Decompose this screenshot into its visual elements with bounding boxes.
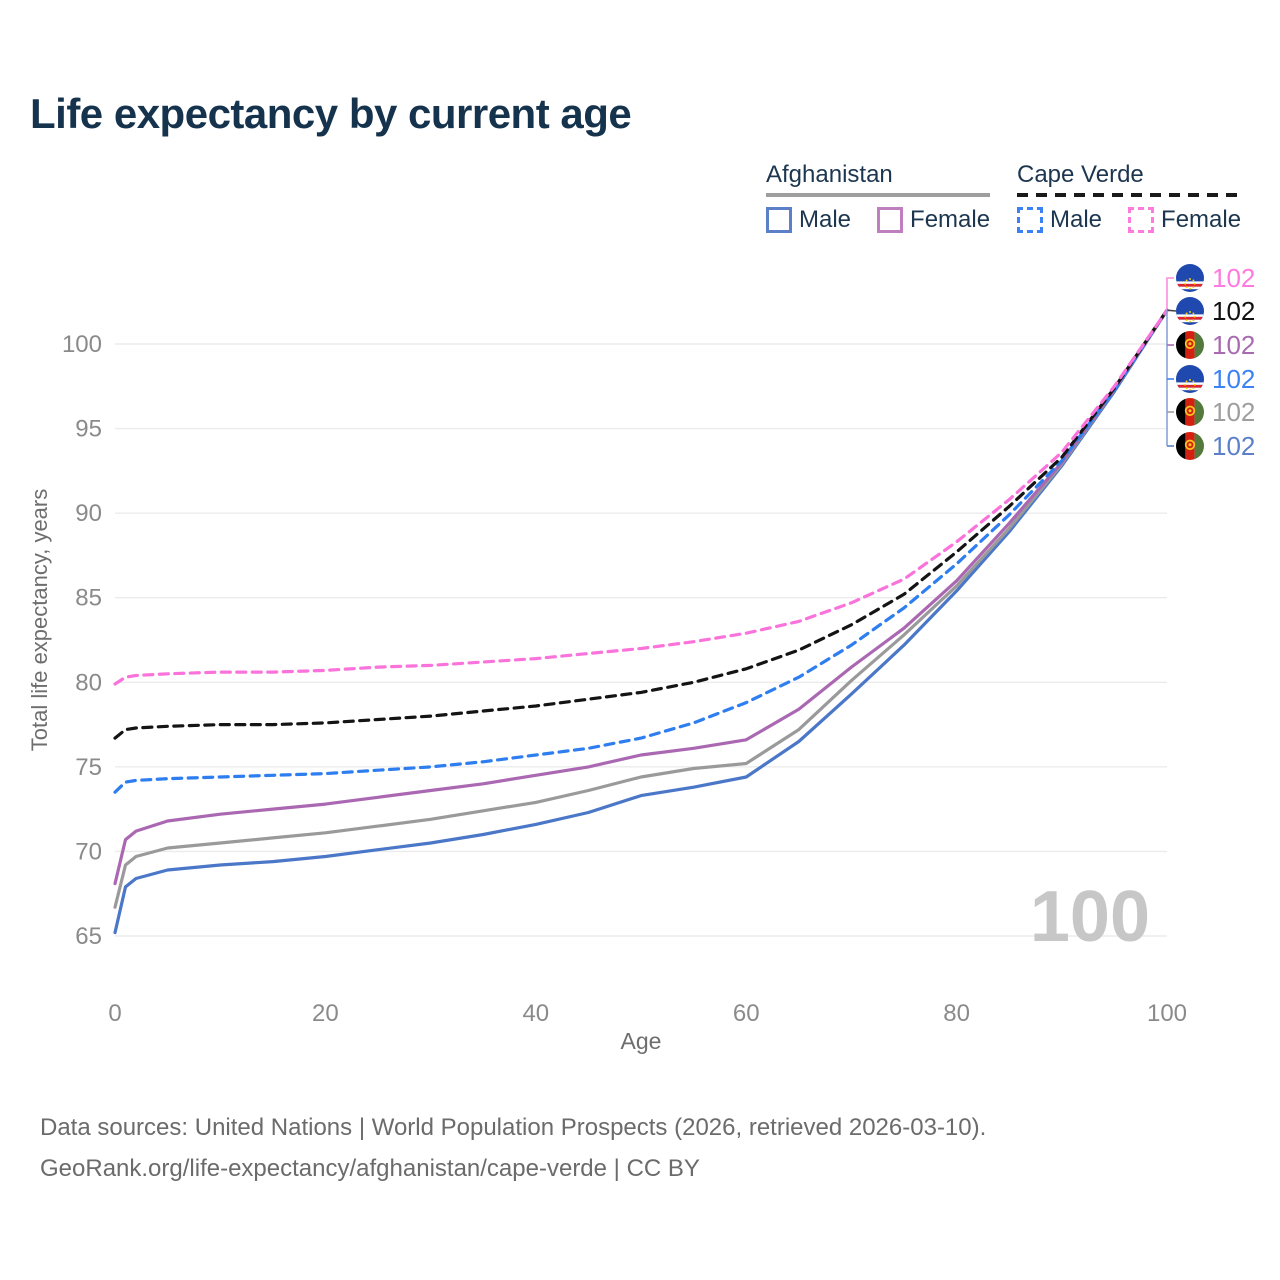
legend-country-afghanistan[interactable]: Afghanistan: [766, 161, 893, 188]
y-tick-85: 85: [75, 585, 102, 612]
current-age-watermark: 100: [1030, 877, 1150, 957]
afghanistan-series-underline: [766, 192, 991, 197]
y-tick-70: 70: [75, 838, 102, 865]
end-label-afghanistan-both-sexes: 102: [1212, 397, 1255, 427]
legend-label-cape-verde-female: Female: [1161, 205, 1242, 233]
leader-line-cape-verde-female: [1166, 277, 1174, 311]
flag-icon-cape-verde: [1176, 297, 1204, 325]
legend-item-afghanistan-male[interactable]: Male: [766, 206, 851, 234]
flag-icon-afghanistan: [1176, 331, 1204, 359]
series-line-cape-verde-male[interactable]: [113, 308, 1169, 794]
end-label-afghanistan-female: 102: [1212, 330, 1255, 360]
leader-line-cape-verde-both-sexes: [1166, 309, 1177, 312]
y-tick-80: 80: [75, 669, 102, 696]
x-axis-title: Age: [621, 1028, 662, 1054]
legend-item-cape-verde-male[interactable]: Male: [1017, 206, 1102, 234]
legend-swatch-cape-verde-female[interactable]: [1128, 206, 1155, 233]
page-title: Life expectancy by current age: [30, 90, 632, 137]
y-tick-65: 65: [75, 923, 102, 950]
flag-icon-afghanistan: [1176, 432, 1204, 460]
flag-icon-afghanistan: [1176, 398, 1204, 426]
series-line-cape-verde-female[interactable]: [113, 308, 1169, 686]
legend-label-afghanistan-female: Female: [910, 205, 991, 233]
legend-group-afghanistan: Afghanistan Male Female: [766, 161, 991, 234]
legend-item-cape-verde-female[interactable]: Female: [1128, 206, 1241, 234]
x-tick-40: 40: [522, 1000, 549, 1027]
legend-item-afghanistan-female[interactable]: Female: [877, 206, 990, 234]
legend-swatch-afghanistan-male[interactable]: [766, 206, 792, 233]
end-label-cape-verde-female: 102: [1212, 263, 1255, 293]
data-sources-line: Data sources: United Nations | World Pop…: [40, 1114, 987, 1141]
legend-group-cape-verde: Cape Verde Male Female: [1017, 161, 1242, 234]
legend-label-afghanistan-male: Male: [799, 205, 852, 233]
end-label-afghanistan-male: 102: [1212, 431, 1255, 461]
end-label-cape-verde-male: 102: [1212, 364, 1255, 394]
y-tick-95: 95: [75, 416, 102, 443]
legend-swatch-cape-verde-male[interactable]: [1017, 206, 1043, 233]
x-tick-20: 20: [312, 1000, 339, 1027]
x-tick-60: 60: [733, 1000, 760, 1027]
legend: Afghanistan Male Female Cape Verde Male: [0, 161, 1280, 251]
legend-country-cape-verde[interactable]: Cape Verde: [1017, 161, 1144, 188]
attribution-line: GeoRank.org/life-expectancy/afghanistan/…: [40, 1154, 700, 1182]
footer: Data sources: United Nations | World Pop…: [40, 1108, 986, 1190]
y-axis-title: Total life expectancy, years: [27, 489, 52, 752]
x-tick-80: 80: [943, 1000, 970, 1027]
flag-icon-cape-verde: [1176, 264, 1204, 292]
series-line-afghanistan-both-sexes[interactable]: [113, 308, 1169, 909]
x-tick-0: 0: [108, 1000, 121, 1027]
legend-swatch-afghanistan-female[interactable]: [877, 206, 904, 233]
series-line-cape-verde-both-sexes[interactable]: [113, 308, 1169, 740]
series-line-afghanistan-male[interactable]: [113, 308, 1169, 935]
y-tick-75: 75: [75, 754, 102, 781]
end-label-cape-verde-both-sexes: 102: [1212, 296, 1255, 326]
cape-verde-series-underline: [1017, 192, 1242, 197]
flag-icon-cape-verde: [1176, 365, 1204, 393]
y-tick-100: 100: [62, 331, 102, 358]
series-line-afghanistan-female[interactable]: [113, 308, 1169, 886]
legend-label-cape-verde-male: Male: [1050, 205, 1103, 233]
x-tick-100: 100: [1147, 1000, 1187, 1027]
y-tick-90: 90: [75, 500, 102, 527]
